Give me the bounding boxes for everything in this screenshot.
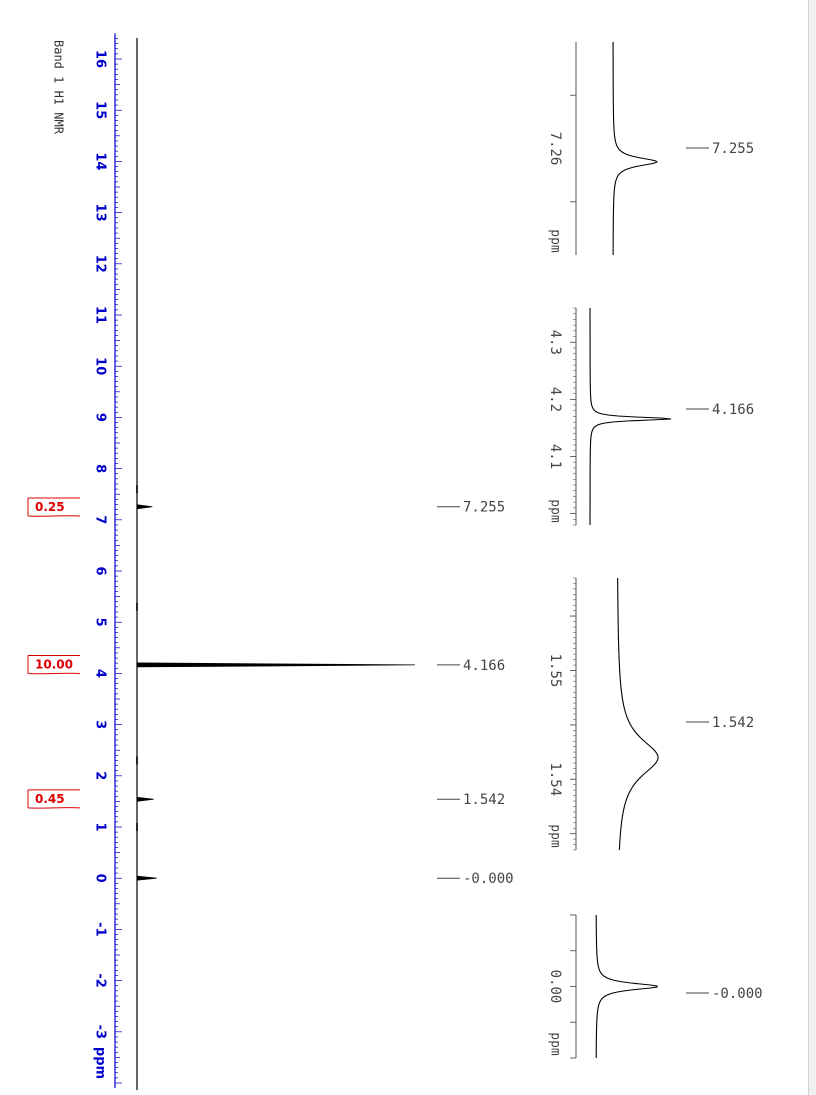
inset-tick-label: 7.26 (547, 132, 563, 166)
peak-label: 7.255 (463, 500, 505, 516)
inset-peak-label: 4.166 (712, 402, 754, 418)
inset-peak-trace (612, 42, 658, 255)
axis-tick-label: 7 (93, 515, 108, 524)
axis-unit-label: ppm (93, 1047, 108, 1079)
inset-tick-label: 4.1 (547, 444, 563, 469)
inset-peak-trace (589, 308, 672, 525)
integral-value: 10.00 (35, 657, 73, 671)
axis-tick-label: 12 (93, 255, 108, 273)
axis-tick-label: -2 (93, 973, 108, 987)
spectrum-peak (136, 662, 416, 668)
axis-tick-label: 13 (93, 204, 108, 222)
axis-tick-label: -1 (93, 922, 108, 936)
axis-tick-label: 5 (93, 618, 108, 627)
axis-tick-label: 11 (93, 306, 108, 324)
integral-value: 0.45 (35, 792, 65, 806)
inset-tick-label: 1.55 (547, 654, 563, 688)
peak-label: 1.542 (463, 792, 505, 808)
axis-tick-label: 14 (93, 152, 108, 170)
integral-value: 0.25 (35, 500, 65, 514)
inset-unit-label: ppm (548, 499, 563, 523)
inset-tick-label: 4.3 (547, 330, 563, 355)
axis-tick-label: 1 (93, 822, 108, 831)
vertical-scrollbar[interactable] (808, 0, 816, 1095)
axis-tick-label: 0 (93, 874, 108, 883)
inset-peak-label: -0.000 (712, 986, 763, 1002)
peak-label: 4.166 (463, 658, 505, 674)
axis-tick-label: 8 (93, 464, 108, 473)
axis-tick-label: 4 (93, 669, 108, 678)
spectrum-peak (136, 875, 157, 881)
spectrum-peak (136, 796, 154, 802)
axis-tick-label: 15 (93, 101, 108, 119)
inset-unit-label: ppm (548, 1032, 563, 1056)
inset-unit-label: ppm (548, 229, 563, 253)
inset-peak-label: 1.542 (712, 715, 754, 731)
inset-peak-label: 7.255 (712, 141, 754, 157)
inset-peak-trace (595, 914, 658, 1059)
integral-bracket (27, 654, 81, 675)
axis-tick-label: 16 (93, 50, 108, 68)
spectrum-title: Band 1 H1 NMR (52, 40, 66, 135)
axis-tick-label: 2 (93, 771, 108, 780)
integral-bracket (27, 497, 81, 517)
inset-tick-label: 1.54 (547, 762, 563, 796)
peak-label: -0.000 (463, 871, 514, 887)
axis-tick-label: 3 (93, 720, 108, 729)
axis-tick-label: -3 (93, 1025, 108, 1039)
axis-tick-label: 9 (93, 413, 108, 422)
integral-bracket (27, 789, 81, 809)
axis-tick-label: 10 (93, 357, 108, 375)
spectrum-peak (136, 504, 153, 510)
inset-peak-trace (617, 577, 659, 851)
inset-tick-label: 0.00 (547, 970, 563, 1004)
inset-unit-label: ppm (548, 824, 563, 848)
axis-tick-label: 6 (93, 566, 108, 575)
inset-tick-label: 4.2 (547, 387, 563, 412)
